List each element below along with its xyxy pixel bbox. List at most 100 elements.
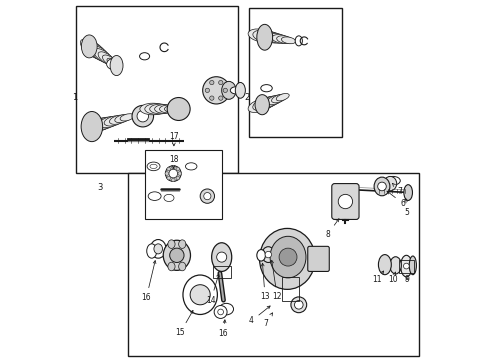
Ellipse shape	[155, 105, 174, 113]
Ellipse shape	[150, 104, 171, 114]
Ellipse shape	[218, 309, 223, 315]
Ellipse shape	[94, 49, 113, 64]
Ellipse shape	[80, 39, 106, 59]
Ellipse shape	[261, 85, 272, 92]
Ellipse shape	[89, 45, 111, 63]
Text: 15: 15	[175, 310, 193, 337]
Ellipse shape	[178, 172, 181, 175]
Ellipse shape	[384, 176, 397, 191]
Text: 4: 4	[249, 306, 270, 325]
FancyBboxPatch shape	[308, 246, 329, 271]
Ellipse shape	[179, 262, 186, 271]
Ellipse shape	[154, 244, 163, 254]
Ellipse shape	[167, 167, 171, 171]
Ellipse shape	[235, 82, 245, 98]
Ellipse shape	[166, 166, 181, 181]
Text: 17: 17	[169, 132, 179, 146]
Ellipse shape	[295, 36, 302, 46]
Ellipse shape	[217, 252, 227, 262]
Ellipse shape	[140, 103, 166, 115]
Text: 16: 16	[219, 320, 228, 338]
Ellipse shape	[102, 55, 118, 67]
Ellipse shape	[172, 178, 175, 182]
Ellipse shape	[374, 177, 390, 196]
FancyBboxPatch shape	[332, 184, 359, 220]
Text: 7: 7	[263, 313, 272, 328]
Ellipse shape	[219, 96, 223, 100]
Text: 12: 12	[271, 260, 282, 301]
Ellipse shape	[172, 165, 175, 169]
Text: 5: 5	[404, 199, 409, 217]
Ellipse shape	[255, 95, 270, 115]
Ellipse shape	[267, 33, 288, 43]
Text: 2: 2	[244, 93, 249, 102]
Ellipse shape	[176, 167, 180, 171]
Bar	[76, 6, 238, 173]
Ellipse shape	[279, 248, 297, 266]
Bar	[282, 277, 299, 301]
Text: 11: 11	[372, 271, 384, 284]
Ellipse shape	[137, 111, 148, 122]
Ellipse shape	[179, 240, 186, 248]
Ellipse shape	[257, 249, 266, 261]
Text: 3: 3	[97, 183, 102, 192]
Ellipse shape	[81, 112, 102, 141]
Ellipse shape	[291, 297, 307, 313]
Bar	[128, 173, 419, 356]
Ellipse shape	[248, 29, 276, 42]
Ellipse shape	[271, 94, 287, 103]
Ellipse shape	[253, 30, 279, 43]
Ellipse shape	[167, 98, 190, 121]
Ellipse shape	[132, 105, 153, 127]
Ellipse shape	[104, 116, 124, 126]
Ellipse shape	[164, 194, 174, 202]
Ellipse shape	[107, 58, 122, 70]
Bar	[213, 266, 231, 278]
Ellipse shape	[257, 96, 279, 109]
Ellipse shape	[223, 88, 227, 93]
Ellipse shape	[262, 95, 282, 107]
Text: 6: 6	[387, 191, 405, 208]
Ellipse shape	[210, 96, 214, 100]
Ellipse shape	[260, 228, 315, 289]
Ellipse shape	[99, 116, 121, 128]
Ellipse shape	[404, 185, 413, 201]
Ellipse shape	[276, 94, 289, 101]
Ellipse shape	[170, 106, 182, 112]
Bar	[248, 8, 342, 137]
Text: 13: 13	[260, 263, 270, 301]
Ellipse shape	[401, 255, 412, 277]
Ellipse shape	[281, 37, 295, 44]
Text: 1: 1	[72, 93, 77, 102]
Ellipse shape	[257, 24, 272, 50]
Ellipse shape	[200, 189, 215, 203]
Bar	[399, 260, 414, 273]
Ellipse shape	[214, 306, 227, 319]
Ellipse shape	[205, 88, 210, 93]
Ellipse shape	[176, 176, 180, 180]
Ellipse shape	[248, 98, 274, 112]
Text: 9: 9	[405, 275, 410, 284]
Text: 8: 8	[325, 219, 339, 239]
Ellipse shape	[85, 42, 108, 61]
Ellipse shape	[120, 114, 134, 121]
Ellipse shape	[378, 182, 386, 191]
Ellipse shape	[221, 81, 236, 99]
Ellipse shape	[98, 52, 115, 66]
Ellipse shape	[190, 285, 210, 305]
Ellipse shape	[94, 117, 118, 129]
Text: 14: 14	[206, 274, 220, 305]
Ellipse shape	[409, 256, 416, 275]
Ellipse shape	[147, 162, 160, 171]
Ellipse shape	[107, 58, 120, 68]
Text: 16: 16	[142, 261, 156, 302]
Text: 10: 10	[388, 272, 397, 284]
Ellipse shape	[163, 240, 191, 270]
Text: 18: 18	[169, 155, 179, 168]
Ellipse shape	[219, 303, 234, 315]
Ellipse shape	[338, 194, 353, 209]
Ellipse shape	[262, 247, 275, 262]
Ellipse shape	[378, 255, 392, 275]
Text: 7: 7	[392, 184, 402, 196]
Ellipse shape	[262, 32, 285, 43]
